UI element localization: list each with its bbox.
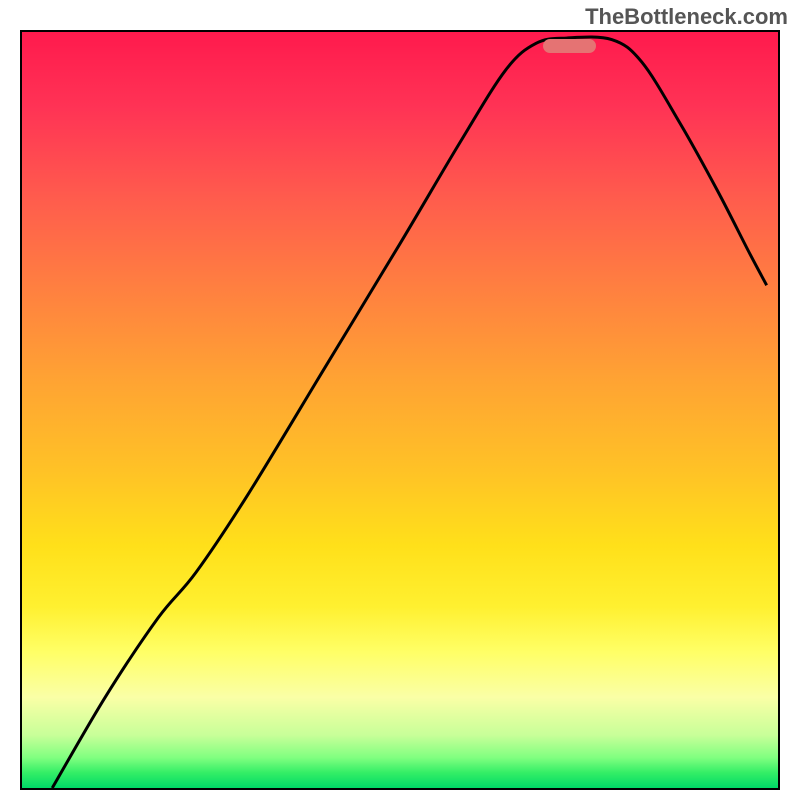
- curve-svg: [22, 32, 778, 788]
- bottleneck-curve: [52, 37, 766, 788]
- optimal-marker: [543, 39, 596, 53]
- watermark-text: TheBottleneck.com: [585, 4, 788, 30]
- chart-area: [20, 30, 780, 790]
